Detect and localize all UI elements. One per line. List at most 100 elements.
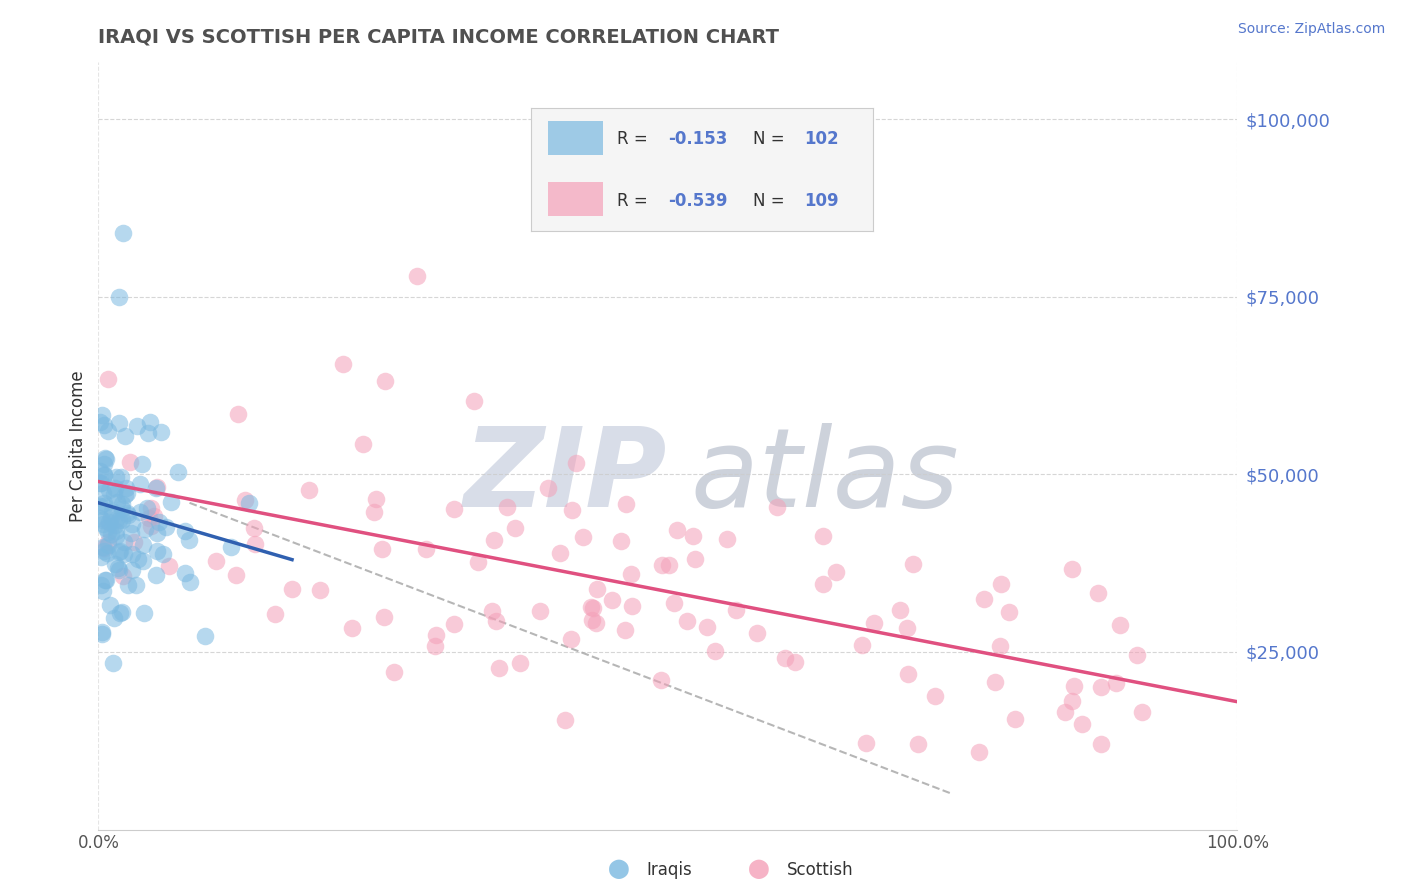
Point: [89, 511, 111, 525]
Point: [855, 736, 877, 750]
Point: [94, 574, 117, 588]
Point: [650, 673, 672, 687]
Point: [662, 596, 685, 610]
Point: [610, 534, 633, 549]
Point: [100, 598, 122, 612]
Point: [280, 582, 302, 596]
Point: [146, 526, 169, 541]
Point: [100, 510, 122, 524]
Point: [157, 559, 180, 574]
Point: [132, 606, 155, 620]
Point: [548, 546, 571, 560]
Point: [93, 496, 115, 510]
Point: [139, 500, 162, 515]
Point: [537, 481, 560, 495]
Point: [160, 495, 183, 509]
Point: [129, 477, 152, 491]
Point: [889, 603, 911, 617]
Point: [998, 605, 1021, 619]
Point: [93, 541, 115, 555]
Point: [138, 511, 160, 525]
Point: [621, 599, 644, 613]
Point: [107, 563, 129, 577]
Point: [93, 544, 115, 558]
Point: [565, 456, 588, 470]
Point: [352, 437, 374, 451]
Point: [93, 516, 115, 531]
Point: [371, 541, 394, 556]
Point: [104, 517, 127, 532]
Point: [136, 426, 159, 441]
Point: [983, 675, 1005, 690]
Point: [897, 667, 920, 681]
Point: [105, 524, 128, 539]
Point: [179, 575, 201, 590]
Point: [142, 508, 165, 523]
Text: Source: ZipAtlas.com: Source: ZipAtlas.com: [1237, 22, 1385, 37]
Point: [765, 500, 787, 515]
Point: [773, 651, 796, 665]
Point: [990, 577, 1012, 591]
Point: [146, 543, 169, 558]
Point: [97, 483, 120, 498]
Point: [825, 565, 848, 579]
Text: ⬤: ⬤: [607, 860, 630, 880]
Point: [110, 606, 132, 620]
Point: [467, 555, 489, 569]
Point: [100, 527, 122, 541]
Point: [112, 547, 135, 561]
Point: [415, 542, 437, 557]
Point: [104, 512, 127, 526]
Point: [600, 593, 623, 607]
Point: [658, 558, 681, 572]
Point: [97, 538, 120, 552]
Text: ZIP: ZIP: [464, 423, 668, 530]
Point: [91, 486, 114, 500]
Point: [1090, 680, 1112, 694]
Point: [425, 628, 447, 642]
Point: [620, 566, 643, 581]
Text: IRAQI VS SCOTTISH PER CAPITA INCOME CORRELATION CHART: IRAQI VS SCOTTISH PER CAPITA INCOME CORR…: [98, 28, 779, 47]
Point: [676, 614, 699, 628]
Point: [406, 268, 429, 283]
Point: [124, 578, 146, 592]
Point: [114, 428, 136, 442]
Text: Iraqis: Iraqis: [647, 861, 693, 879]
Point: [111, 569, 134, 583]
Point: [233, 493, 256, 508]
Point: [174, 524, 197, 538]
Point: [90, 549, 112, 564]
Point: [94, 451, 117, 466]
Point: [665, 523, 688, 537]
Point: [374, 375, 396, 389]
Point: [96, 546, 118, 560]
Point: [204, 554, 226, 568]
Point: [340, 620, 363, 634]
Point: [105, 529, 128, 543]
Point: [613, 624, 636, 638]
Point: [614, 497, 637, 511]
Point: [136, 501, 159, 516]
Point: [103, 656, 125, 670]
Point: [219, 540, 242, 554]
Point: [481, 604, 503, 618]
Point: [973, 591, 995, 606]
Point: [104, 481, 127, 495]
Point: [423, 640, 446, 654]
Point: [166, 465, 188, 479]
Point: [924, 689, 946, 703]
Point: [145, 481, 167, 495]
Point: [463, 394, 485, 409]
Point: [988, 639, 1011, 653]
Point: [145, 568, 167, 582]
Y-axis label: Per Capita Income: Per Capita Income: [69, 370, 87, 522]
Point: [103, 487, 125, 501]
Point: [125, 418, 148, 433]
Point: [901, 557, 924, 571]
Point: [110, 470, 132, 484]
Point: [111, 502, 134, 516]
Point: [115, 485, 138, 500]
Point: [94, 452, 117, 467]
Point: [91, 408, 114, 422]
Point: [581, 613, 603, 627]
